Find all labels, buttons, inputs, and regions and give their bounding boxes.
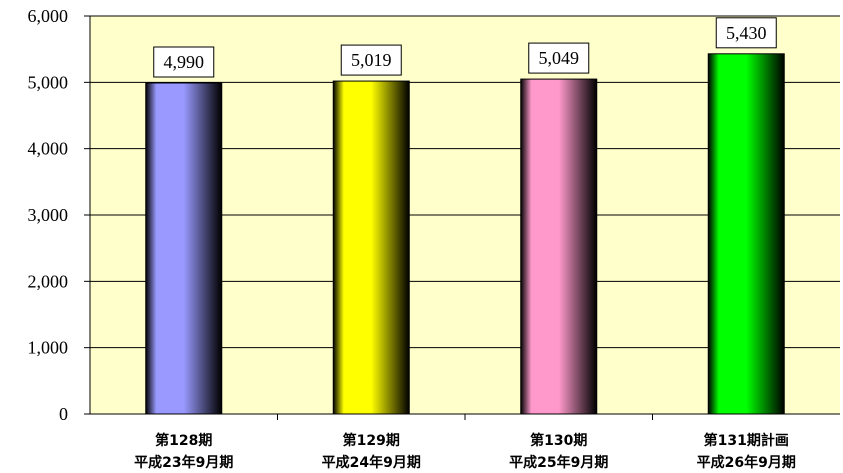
bars (145, 53, 785, 415)
bar (707, 53, 785, 415)
x-category-label: 第129期 (343, 432, 400, 449)
y-tick-label: 2,000 (28, 271, 69, 291)
data-label-box (340, 44, 402, 76)
data-label-box (715, 17, 777, 49)
data-labels: 4,990 5,019 5,049 5,430 (153, 17, 777, 78)
x-category-sublabel: 平成26年9月期 (697, 454, 796, 471)
bar (332, 80, 410, 415)
x-category-sublabel: 平成25年9月期 (509, 454, 608, 471)
y-axis-ticks: 0 1,000 2,000 3,000 4,000 5,000 6,000 (28, 6, 90, 424)
data-label: 5,019 (351, 50, 392, 70)
data-label-box (153, 46, 215, 78)
bar (145, 82, 223, 415)
x-category-label: 第128期 (155, 432, 212, 449)
y-tick-label: 1,000 (28, 338, 69, 358)
x-category-sublabel: 平成24年9月期 (322, 454, 421, 471)
x-category-label: 第131期計画 (704, 432, 789, 449)
y-tick-label: 5,000 (28, 72, 69, 92)
y-tick-label: 4,000 (28, 139, 69, 159)
data-label: 5,430 (726, 23, 767, 43)
y-tick-label: 0 (59, 404, 68, 424)
y-tick-label: 3,000 (28, 205, 69, 225)
data-label-box (528, 42, 590, 74)
x-category-sublabel: 平成23年9月期 (134, 454, 233, 471)
data-label: 4,990 (164, 52, 205, 72)
x-category-label: 第130期 (530, 432, 587, 449)
y-tick-label: 6,000 (28, 6, 69, 26)
data-label: 5,049 (539, 48, 580, 68)
bar (520, 78, 598, 415)
